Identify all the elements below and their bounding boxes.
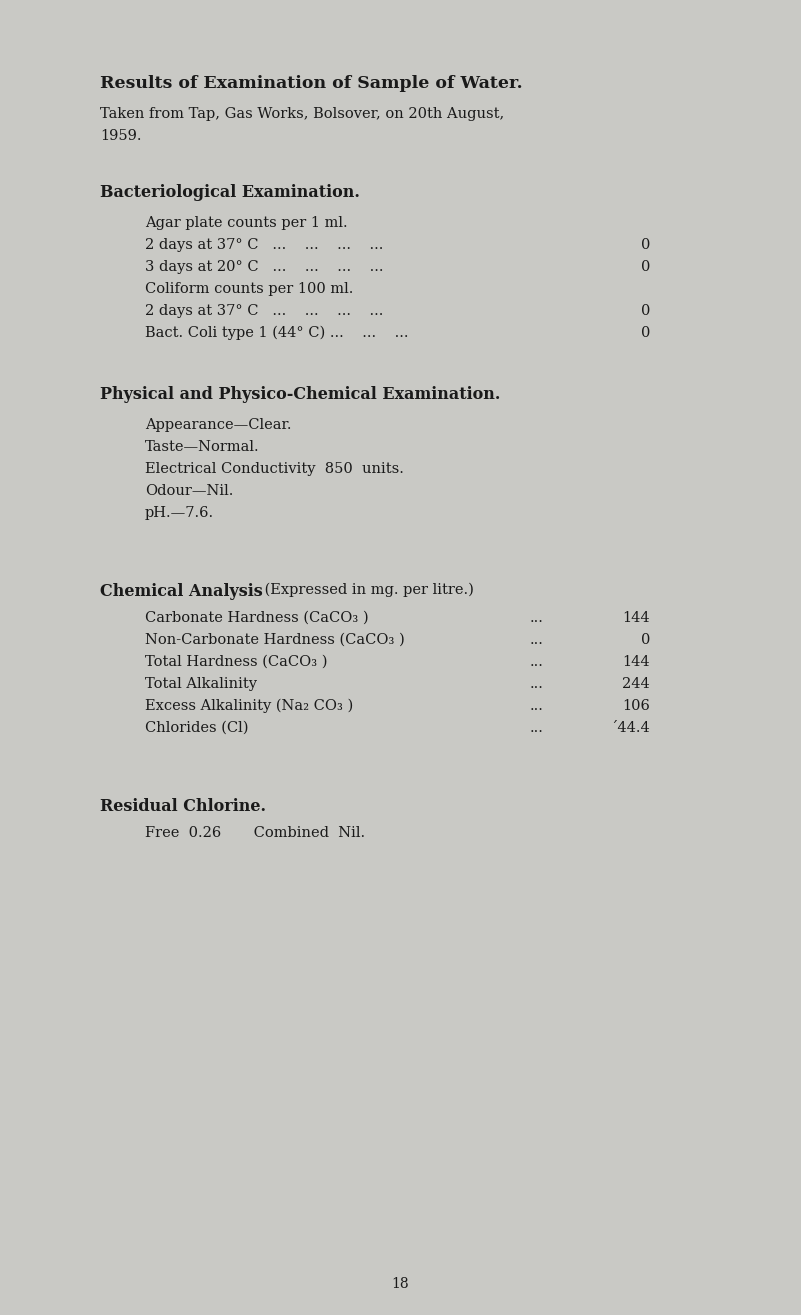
Text: Excess Alkalinity (Na₂ CO₃ ): Excess Alkalinity (Na₂ CO₃ ) (145, 700, 353, 714)
Text: ...: ... (530, 611, 544, 625)
Text: ...: ... (530, 633, 544, 647)
Text: ...: ... (530, 721, 544, 735)
Text: Total Alkalinity: Total Alkalinity (145, 677, 257, 690)
Text: Chemical Analysis: Chemical Analysis (100, 583, 263, 600)
Text: ...: ... (530, 700, 544, 713)
Text: Residual Chlorine.: Residual Chlorine. (100, 798, 266, 815)
Text: Free  0.26       Combined  Nil.: Free 0.26 Combined Nil. (145, 826, 365, 840)
Text: Agar plate counts per 1 ml.: Agar plate counts per 1 ml. (145, 216, 348, 230)
Text: 2 days at 37° C   ...    ...    ...    ...: 2 days at 37° C ... ... ... ... (145, 238, 384, 252)
Text: ´44.4: ´44.4 (610, 721, 650, 735)
Text: 244: 244 (622, 677, 650, 690)
Text: Odour—Nil.: Odour—Nil. (145, 484, 233, 498)
Text: Chlorides (Cl): Chlorides (Cl) (145, 721, 248, 735)
Text: Bact. Coli type 1 (44° C) ...    ...    ...: Bact. Coli type 1 (44° C) ... ... ... (145, 326, 409, 341)
Text: 3 days at 20° C   ...    ...    ...    ...: 3 days at 20° C ... ... ... ... (145, 260, 384, 274)
Text: (Expressed in mg. per litre.): (Expressed in mg. per litre.) (260, 583, 474, 597)
Text: 2 days at 37° C   ...    ...    ...    ...: 2 days at 37° C ... ... ... ... (145, 304, 384, 318)
Text: 106: 106 (622, 700, 650, 713)
Text: Coliform counts per 100 ml.: Coliform counts per 100 ml. (145, 281, 353, 296)
Text: pH.—7.6.: pH.—7.6. (145, 506, 214, 519)
Text: Electrical Conductivity  850  units.: Electrical Conductivity 850 units. (145, 462, 404, 476)
Text: Results of Examination of Sample of Water.: Results of Examination of Sample of Wate… (100, 75, 522, 92)
Text: 0: 0 (641, 260, 650, 274)
Text: ...: ... (530, 655, 544, 669)
Text: 0: 0 (641, 238, 650, 252)
Text: 1959.: 1959. (100, 129, 142, 143)
Text: Non-Carbonate Hardness (CaCO₃ ): Non-Carbonate Hardness (CaCO₃ ) (145, 633, 405, 647)
Text: 144: 144 (622, 655, 650, 669)
Text: ...: ... (530, 677, 544, 690)
Text: Carbonate Hardness (CaCO₃ ): Carbonate Hardness (CaCO₃ ) (145, 611, 368, 625)
Text: 0: 0 (641, 633, 650, 647)
Text: 144: 144 (622, 611, 650, 625)
Text: Bacteriological Examination.: Bacteriological Examination. (100, 184, 360, 201)
Text: 0: 0 (641, 304, 650, 318)
Text: Total Hardness (CaCO₃ ): Total Hardness (CaCO₃ ) (145, 655, 328, 669)
Text: Taste—Normal.: Taste—Normal. (145, 441, 260, 454)
Text: Physical and Physico-Chemical Examination.: Physical and Physico-Chemical Examinatio… (100, 387, 501, 402)
Text: Taken from Tap, Gas Works, Bolsover, on 20th August,: Taken from Tap, Gas Works, Bolsover, on … (100, 107, 505, 121)
Text: 0: 0 (641, 326, 650, 341)
Text: Appearance—Clear.: Appearance—Clear. (145, 418, 292, 433)
Text: 18: 18 (391, 1277, 409, 1291)
